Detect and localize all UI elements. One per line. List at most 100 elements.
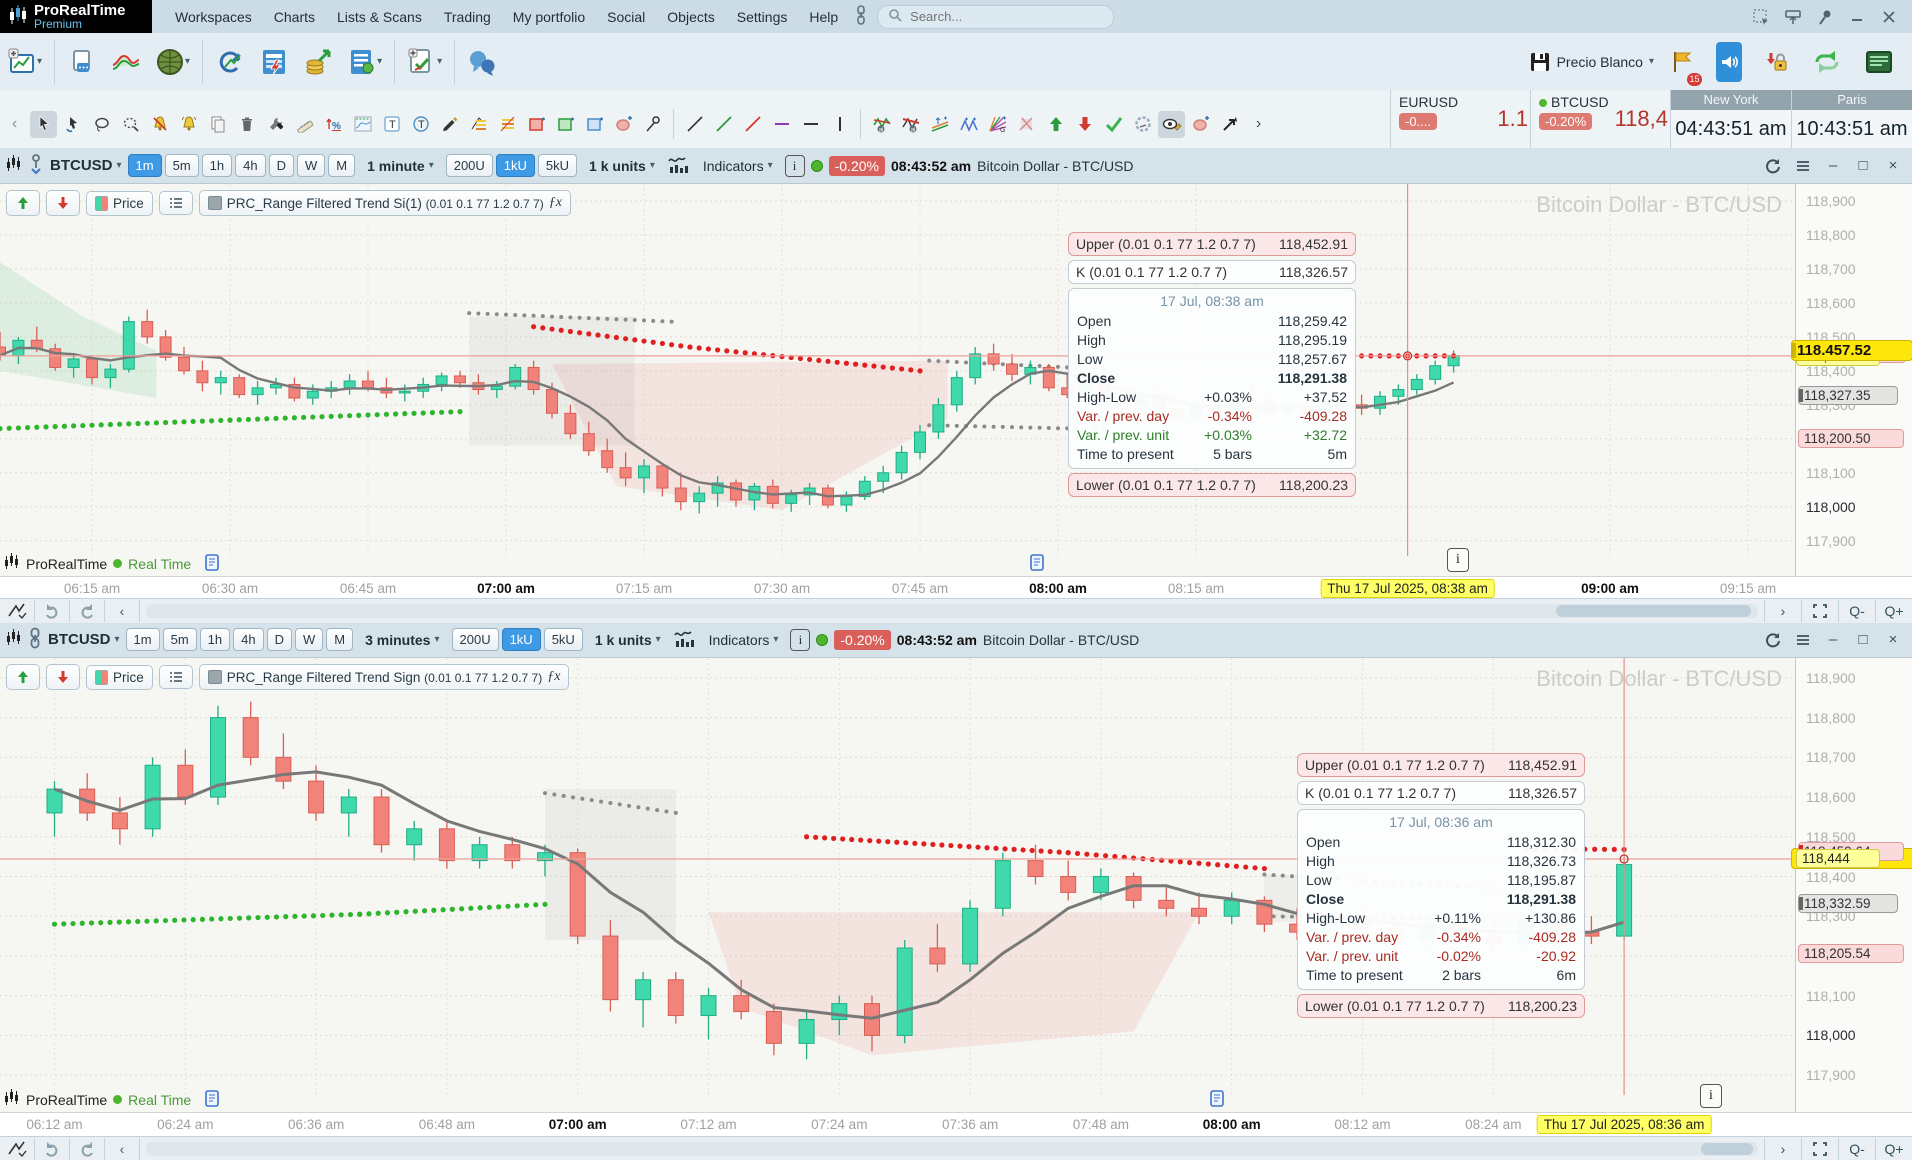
pencil-tool[interactable] — [436, 111, 463, 138]
menu-item-settings[interactable]: Settings — [736, 8, 788, 25]
link-icon[interactable] — [28, 627, 42, 652]
arrow-ne-tool[interactable] — [1216, 111, 1243, 138]
minimize-icon[interactable]: – — [1828, 631, 1838, 648]
check-tool[interactable] — [1100, 111, 1127, 138]
scrollbar-thumb[interactable] — [1701, 1143, 1753, 1155]
chart-type-icon[interactable] — [6, 154, 22, 177]
timeframe-button-1m[interactable]: 1m — [125, 628, 160, 651]
rect-red-tool[interactable] — [523, 111, 550, 138]
buy-arrow-button[interactable] — [6, 664, 40, 690]
trendline-green-tool[interactable] — [710, 111, 737, 138]
chart-type-icon[interactable] — [6, 628, 22, 651]
arrow-down-tool[interactable] — [1071, 111, 1098, 138]
timeframe-button-M[interactable]: M — [326, 628, 354, 651]
scroll-right-icon[interactable]: › — [1764, 1138, 1801, 1160]
close-icon[interactable]: × — [1888, 631, 1898, 648]
lock-alert-icon[interactable] — [1760, 42, 1792, 82]
timeframe-button-W[interactable]: W — [294, 628, 324, 651]
menu-item-charts[interactable]: Charts — [273, 8, 316, 25]
hline-purple-tool[interactable] — [768, 111, 795, 138]
chart-info-button[interactable]: i — [1700, 1084, 1722, 1108]
price-curves-icon[interactable] — [108, 42, 144, 82]
symbol-select[interactable]: BTCUSD ▾ — [50, 157, 122, 174]
cross-pattern-tool[interactable] — [1013, 111, 1040, 138]
undo-icon[interactable] — [35, 1138, 70, 1160]
indicator-settings-button[interactable]: PRC_Range Filtered Trend Si(1) (0.01 0.1… — [198, 190, 571, 216]
price-axis[interactable]: 118,900 118,800 118,700 118,600 118,500 118,4… — [1791, 658, 1912, 1160]
timeframe-button-1m[interactable]: 1m — [127, 154, 162, 177]
delete-tool[interactable] — [233, 111, 260, 138]
copy-tool[interactable] — [204, 111, 231, 138]
ellipse-plus-tool[interactable] — [1187, 111, 1214, 138]
link-chain-icon[interactable] — [855, 5, 867, 28]
chart-scrollbar[interactable] — [146, 1142, 1758, 1156]
fullscreen-icon[interactable] — [1801, 600, 1838, 622]
fib-retracement-tool[interactable] — [465, 111, 492, 138]
indicators-dropdown[interactable]: Indicators ▾ — [702, 157, 773, 174]
sell-arrow-button[interactable] — [46, 664, 80, 690]
scroll-left-icon[interactable]: ‹ — [105, 1138, 140, 1160]
timeframe-button-5m[interactable]: 5m — [164, 154, 199, 177]
document-copy-icon[interactable] — [64, 42, 100, 82]
scroll-right-icon[interactable]: › — [1764, 600, 1801, 622]
alarm-add-tool[interactable] — [146, 111, 173, 138]
triangle-pattern-tool[interactable] — [955, 111, 982, 138]
ticker-btcusd[interactable]: BTCUSD -0.20% 118,4 — [1530, 90, 1670, 148]
maximize-icon[interactable]: □ — [1858, 157, 1868, 174]
menu-icon[interactable] — [1794, 631, 1812, 649]
doc-note-icon[interactable] — [205, 1089, 220, 1110]
scroll-left-icon[interactable]: ‹ — [11, 115, 18, 132]
screenshot-icon[interactable] — [1752, 8, 1770, 26]
zoom-in-button[interactable]: Q+ — [1875, 1138, 1912, 1160]
menu-item-help[interactable]: Help — [809, 8, 839, 25]
indicators-dropdown[interactable]: Indicators ▾ — [708, 631, 779, 648]
menu-icon[interactable] — [1794, 157, 1812, 175]
pin-icon[interactable] — [1816, 8, 1834, 26]
menu-item-trading[interactable]: Trading — [443, 8, 491, 25]
trading-coins-icon[interactable] — [300, 42, 336, 82]
globe-scanner-icon[interactable]: ▾ — [152, 42, 193, 82]
timeframe-button-D[interactable]: D — [266, 628, 292, 651]
units-dropdown[interactable]: 1 k units ▾ — [589, 157, 655, 174]
sell-arrow-button[interactable] — [46, 190, 80, 216]
zoom-lasso-tool[interactable] — [117, 111, 144, 138]
pointer-undo-tool[interactable] — [59, 111, 86, 138]
detach-icon[interactable] — [1784, 8, 1802, 26]
doc-note-icon[interactable] — [1210, 1090, 1224, 1110]
search-box[interactable] — [877, 4, 1115, 29]
menu-item-lists-scans[interactable]: Lists & Scans — [337, 8, 422, 25]
redo-icon[interactable] — [70, 600, 105, 622]
price-settings-button[interactable]: Price — [86, 664, 153, 690]
vline-tool[interactable] — [826, 111, 853, 138]
minimize-icon[interactable]: – — [1828, 157, 1838, 174]
doc-note-icon[interactable] — [205, 553, 220, 574]
objects-list-button[interactable] — [158, 665, 193, 689]
settings-wrench-tool[interactable] — [262, 111, 289, 138]
fib-extension-tool[interactable] — [494, 111, 521, 138]
menu-item-social[interactable]: Social — [607, 8, 646, 25]
sync-icon[interactable] — [1764, 157, 1782, 175]
fullscreen-icon[interactable] — [1801, 1138, 1838, 1160]
unit-button-1ku[interactable]: 1kU — [501, 628, 541, 651]
timeframe-button-5m[interactable]: 5m — [162, 628, 197, 651]
trendline-black-tool[interactable] — [681, 111, 708, 138]
sync-icon[interactable] — [1764, 631, 1782, 649]
new-chart-icon[interactable]: ▾ — [4, 42, 45, 82]
unit-button-5ku[interactable]: 5kU — [543, 628, 583, 651]
units-dropdown[interactable]: 1 k units ▾ — [594, 631, 661, 648]
import-table-icon[interactable] — [256, 42, 292, 82]
timeframe-button-W[interactable]: W — [296, 154, 326, 177]
scrollbar-thumb[interactable] — [1556, 605, 1751, 617]
buy-arrow-button[interactable] — [6, 190, 40, 216]
rect-blue-tool[interactable] — [581, 111, 608, 138]
doc-note-icon[interactable] — [1030, 554, 1044, 574]
zoom-out-button[interactable]: Q- — [1838, 600, 1875, 622]
text-tool[interactable]: T — [378, 111, 405, 138]
zoom-in-button[interactable]: Q+ — [1875, 600, 1912, 622]
undo-icon[interactable] — [35, 600, 70, 622]
pattern-trend-tool[interactable]: ai — [897, 111, 924, 138]
chart-scrollbar[interactable] — [146, 604, 1758, 618]
ruler-tool[interactable] — [291, 111, 318, 138]
alarm-tool[interactable] — [175, 111, 202, 138]
refresh-green-icon[interactable] — [1810, 42, 1844, 82]
